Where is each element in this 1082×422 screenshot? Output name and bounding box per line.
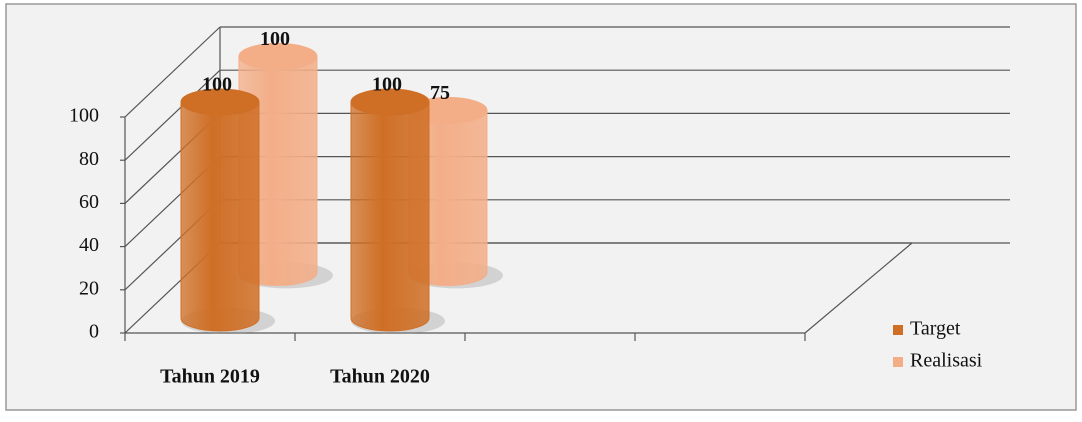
bar [350, 101, 430, 332]
value-label: 100 [372, 74, 402, 96]
x-tick-label: Tahun 2020 [330, 366, 430, 388]
bar [180, 101, 260, 332]
x-tick-label: Tahun 2019 [160, 366, 260, 388]
bar-top [180, 88, 260, 116]
y-tick-label: 100 [69, 105, 99, 127]
value-label: 75 [430, 82, 450, 104]
legend-label: Realisasi [910, 350, 983, 372]
legend-label: Target [910, 318, 961, 340]
value-label: 100 [202, 74, 232, 96]
grid-line [124, 69, 221, 161]
grid-line [124, 26, 221, 118]
y-tick-label: 20 [79, 277, 99, 299]
y-tick-label: 40 [79, 234, 99, 256]
bar-top [238, 42, 318, 70]
legend-swatch [893, 357, 903, 367]
bar-top [350, 88, 430, 116]
y-tick-label: 0 [89, 321, 99, 343]
legend-swatch [893, 325, 903, 335]
value-label: 100 [260, 28, 290, 50]
y-tick-label: 60 [79, 191, 99, 213]
y-tick-label: 80 [79, 148, 99, 170]
